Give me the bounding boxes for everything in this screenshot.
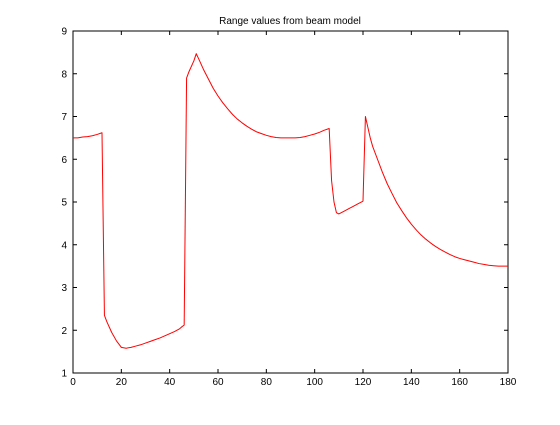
x-tick-label: 60 <box>212 377 224 388</box>
x-tick-label: 120 <box>355 377 372 388</box>
plot-frame <box>72 30 509 374</box>
y-tick-label: 4 <box>61 240 67 251</box>
x-tick-label: 40 <box>164 377 176 388</box>
x-tick-label: 80 <box>261 377 273 388</box>
y-tick-label: 1 <box>61 369 67 380</box>
x-axis: 0 20 40 60 80 100 120 140 160 180 <box>70 31 517 388</box>
x-tick-label: 180 <box>500 377 517 388</box>
y-axis: 1 2 3 4 5 6 7 8 9 <box>61 27 508 380</box>
y-tick-label: 5 <box>61 198 67 209</box>
x-tick-label: 20 <box>116 377 128 388</box>
y-tick-label: 2 <box>61 326 67 337</box>
series-layer <box>73 53 508 349</box>
y-tick-label: 7 <box>61 112 67 123</box>
y-tick-label: 3 <box>61 283 67 294</box>
y-tick-label: 8 <box>61 69 67 80</box>
x-tick-label: 0 <box>70 377 76 388</box>
y-tick-label: 9 <box>61 27 67 38</box>
x-tick-label: 100 <box>306 377 323 388</box>
chart-title: Range values from beam model <box>219 16 361 27</box>
y-tick-label: 6 <box>61 155 67 166</box>
x-tick-label: 160 <box>451 377 468 388</box>
series-line <box>73 53 508 349</box>
x-tick-label: 140 <box>403 377 420 388</box>
